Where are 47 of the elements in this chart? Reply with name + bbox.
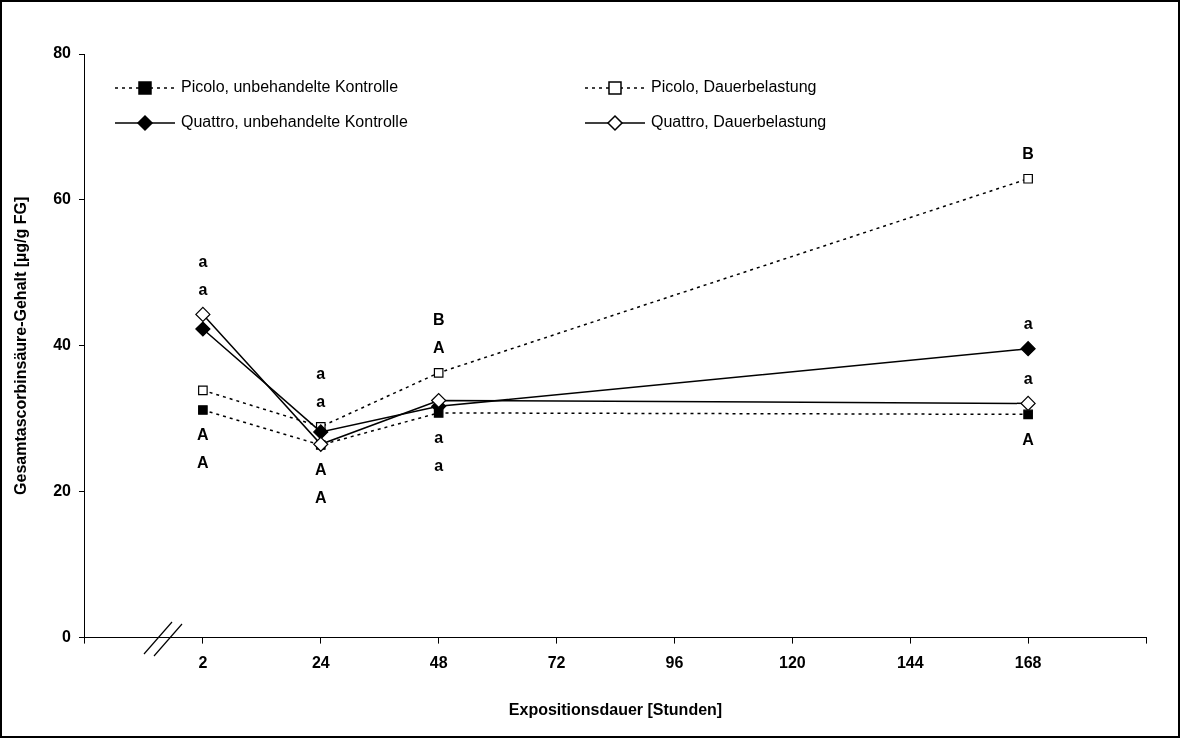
point	[313, 436, 329, 452]
point	[195, 321, 211, 337]
point	[1020, 395, 1036, 412]
annotation: A	[197, 454, 210, 472]
x-axis-title: Expositionsdauer [Stunden]	[508, 700, 723, 718]
point	[431, 392, 447, 409]
legend-label: Quattro, unbehandelte Kontrolle	[181, 113, 408, 131]
x-tick-label: 144	[896, 653, 924, 671]
x-tick-label: 24	[311, 653, 330, 671]
x-tick-label: 2	[198, 653, 208, 671]
annotation: A	[314, 489, 327, 507]
point	[1023, 409, 1033, 420]
y-tick-label: 60	[53, 190, 72, 208]
point	[198, 405, 208, 415]
x-tick-label: 72	[547, 653, 566, 671]
point	[313, 424, 329, 440]
y-tick-label: 20	[53, 482, 72, 500]
annotation: a	[316, 365, 326, 383]
annotation: B	[432, 311, 445, 329]
annotation: A	[432, 339, 445, 357]
legend-label: Quattro, Dauerbelastung	[651, 113, 827, 131]
y-tick-label: 80	[53, 44, 72, 62]
annotation: a	[1023, 369, 1033, 387]
point	[1020, 341, 1036, 357]
annotation: A	[197, 426, 210, 444]
annotation: a	[1023, 315, 1033, 333]
annotation: a	[198, 280, 208, 298]
y-axis-title: Gesamtascorbinsäure-Gehalt [µg/g FG]	[12, 196, 30, 495]
point	[433, 367, 444, 378]
point	[198, 385, 208, 396]
annotation: a	[434, 457, 444, 475]
legend-label: Picolo, Dauerbelastung	[651, 78, 817, 96]
x-tick-label: 96	[665, 653, 684, 671]
annotation: A	[314, 461, 327, 479]
annotation: a	[198, 252, 208, 270]
y-tick-label: 40	[53, 336, 72, 354]
x-tick-label: 120	[778, 653, 806, 671]
y-tick-label: 0	[62, 628, 72, 646]
legend-label: Picolo, unbehandelte Kontrolle	[181, 78, 399, 96]
point	[195, 306, 211, 323]
annotation: a	[434, 429, 444, 447]
annotation: A	[1022, 430, 1035, 448]
annotation: a	[316, 393, 326, 411]
annotation: B	[1022, 145, 1034, 163]
point	[1023, 173, 1033, 184]
x-tick-label: 48	[429, 653, 448, 671]
x-tick-label: 168	[1014, 653, 1042, 671]
